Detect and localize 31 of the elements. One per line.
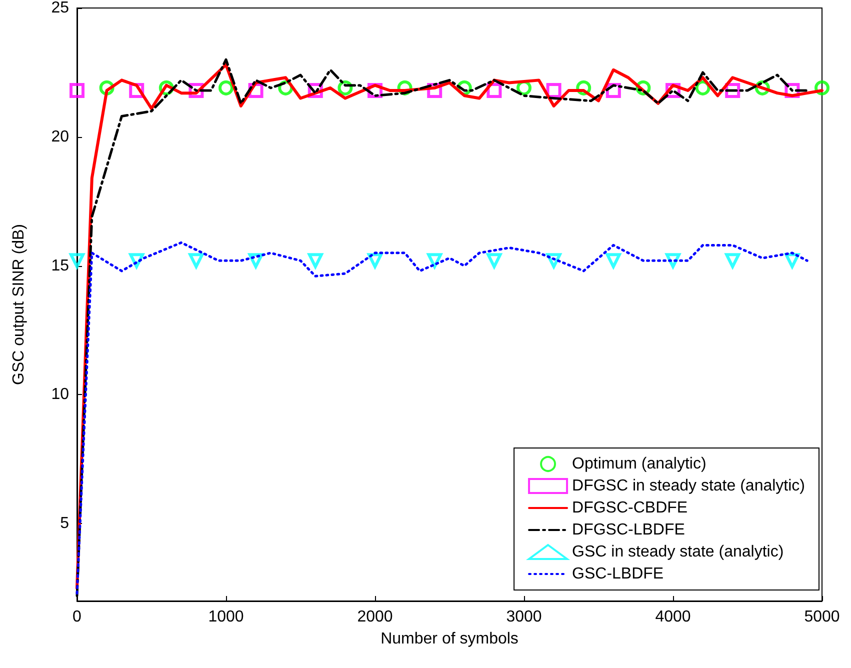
x-tick-label: 0 xyxy=(72,608,82,626)
legend-label: DFGSC-CBDFE xyxy=(572,500,688,516)
point xyxy=(308,253,323,268)
legend-label: DFGSC-LBDFE xyxy=(572,522,685,538)
point xyxy=(606,253,621,268)
legend-label: DFGSC in steady state (analytic) xyxy=(572,478,805,494)
line-series xyxy=(76,241,808,595)
point xyxy=(546,253,562,268)
point xyxy=(248,253,264,268)
point xyxy=(218,80,234,96)
point xyxy=(486,253,502,268)
point xyxy=(70,83,84,98)
y-tick-label: 15 xyxy=(51,257,70,274)
x-tick-label: 4000 xyxy=(655,608,691,626)
x-tick-label: 5000 xyxy=(804,608,840,626)
point xyxy=(814,80,830,96)
point xyxy=(725,253,740,268)
legend-label: GSC in steady state (analytic) xyxy=(572,544,784,560)
x-tick-label: 2000 xyxy=(357,608,393,626)
point xyxy=(70,253,84,268)
y-tick-label: 5 xyxy=(60,515,70,532)
x-tick-label: 3000 xyxy=(506,608,542,626)
x-axis-title: Number of symbols xyxy=(380,630,518,648)
point xyxy=(188,253,204,268)
x-tick-label: 1000 xyxy=(208,608,244,626)
y-tick-label: 10 xyxy=(51,386,70,404)
y-tick-label: 20 xyxy=(51,128,70,146)
y-tick-label: 25 xyxy=(51,0,70,16)
legend-label: GSC-LBDFE xyxy=(572,566,664,582)
legend-label: Optimum (analytic) xyxy=(572,456,706,472)
y-axis-title: GSC output SINR (dB) xyxy=(10,224,28,385)
